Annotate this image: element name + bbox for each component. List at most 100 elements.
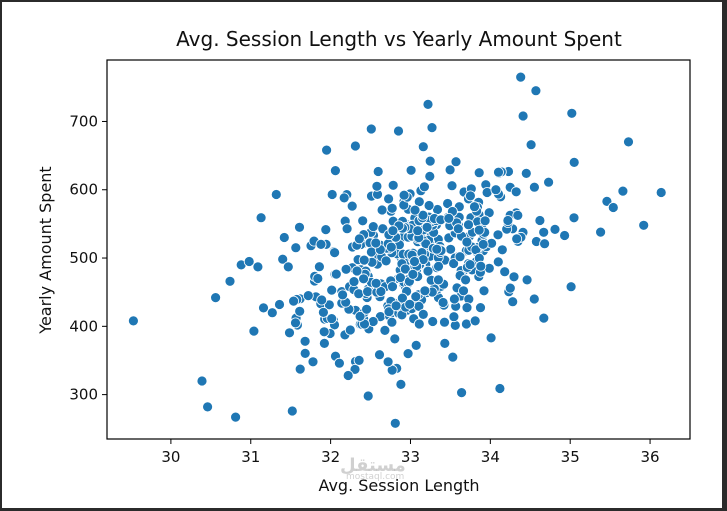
data-point — [423, 200, 435, 211]
data-point — [444, 164, 456, 176]
x-tick-label: 31 — [241, 448, 260, 466]
x-tick-label: 35 — [561, 448, 580, 466]
data-point — [529, 181, 540, 193]
data-point — [282, 261, 294, 273]
data-point — [410, 291, 422, 303]
data-point — [326, 284, 338, 296]
data-point — [502, 215, 514, 226]
data-point — [405, 164, 417, 176]
data-point — [410, 339, 422, 351]
y-tick-label: 600 — [69, 181, 98, 199]
data-point — [365, 246, 377, 258]
data-point — [341, 223, 353, 235]
data-point — [517, 110, 529, 122]
data-point — [496, 244, 508, 256]
data-point — [361, 303, 373, 315]
data-point — [511, 233, 523, 245]
data-point — [320, 224, 332, 236]
data-point — [376, 204, 388, 216]
y-tick-label: 700 — [69, 112, 98, 130]
data-point — [460, 274, 472, 286]
data-point — [426, 122, 438, 133]
data-point — [433, 260, 444, 272]
data-point — [284, 327, 295, 339]
data-point — [270, 189, 282, 200]
data-point — [353, 288, 365, 300]
data-point — [353, 233, 365, 245]
data-point — [274, 299, 285, 310]
data-point — [450, 156, 462, 168]
data-point — [538, 226, 550, 238]
data-point — [342, 370, 354, 381]
data-point — [338, 192, 350, 204]
data-point — [504, 282, 516, 294]
data-point — [252, 261, 264, 273]
x-axis: 30 31 32 33 34 35 36 — [161, 439, 660, 466]
data-point — [337, 289, 349, 301]
data-point — [404, 298, 416, 310]
data-point — [507, 296, 519, 308]
data-point — [543, 176, 554, 188]
data-point — [348, 276, 360, 288]
data-point — [315, 238, 327, 250]
data-point — [294, 363, 306, 375]
data-point — [458, 285, 469, 297]
data-point — [443, 212, 455, 224]
data-point — [362, 286, 374, 298]
data-point — [383, 306, 395, 318]
x-axis-label: Avg. Session Length — [318, 476, 479, 495]
data-point — [534, 215, 546, 226]
data-point — [417, 141, 429, 153]
data-point — [346, 200, 358, 212]
data-point — [210, 292, 222, 304]
data-point — [294, 221, 305, 233]
data-point — [437, 297, 449, 308]
data-point — [413, 318, 425, 330]
data-point — [224, 275, 236, 287]
data-point — [290, 242, 302, 254]
y-tick-label: 500 — [69, 249, 98, 267]
y-axis: 300 400 500 600 700 — [69, 112, 107, 404]
data-point — [409, 204, 421, 216]
data-point — [510, 186, 522, 198]
data-point — [354, 310, 366, 322]
x-tick-label: 36 — [641, 448, 660, 466]
data-point — [595, 226, 606, 238]
data-point — [568, 212, 580, 224]
data-point — [452, 223, 464, 235]
chart-title: Avg. Session Length vs Yearly Amount Spe… — [176, 27, 622, 51]
data-point — [255, 212, 267, 224]
x-tick-label: 33 — [401, 448, 420, 466]
data-point — [439, 316, 450, 328]
data-point — [427, 316, 439, 327]
data-point — [372, 166, 384, 177]
data-point — [398, 189, 410, 201]
data-point — [424, 155, 436, 167]
y-tick-label: 300 — [69, 386, 98, 404]
data-point — [318, 326, 330, 338]
data-point — [288, 295, 300, 307]
data-point — [419, 285, 431, 297]
data-point — [393, 125, 404, 137]
data-point — [464, 190, 476, 202]
data-point — [413, 196, 425, 208]
data-point — [386, 202, 398, 214]
data-point — [422, 265, 434, 277]
data-point — [492, 256, 504, 268]
data-point — [421, 221, 433, 233]
data-point — [463, 219, 474, 231]
data-point — [340, 263, 352, 275]
data-point — [389, 333, 401, 345]
data-point — [329, 247, 341, 259]
data-point — [402, 348, 414, 360]
data-point — [321, 144, 333, 156]
data-point — [568, 156, 580, 168]
data-point — [323, 299, 335, 311]
data-point — [417, 308, 429, 320]
data-point — [525, 139, 537, 151]
data-point — [422, 99, 434, 110]
data-point — [417, 209, 429, 221]
data-point — [344, 324, 356, 336]
x-tick-label: 30 — [161, 448, 180, 466]
data-point — [299, 335, 311, 347]
